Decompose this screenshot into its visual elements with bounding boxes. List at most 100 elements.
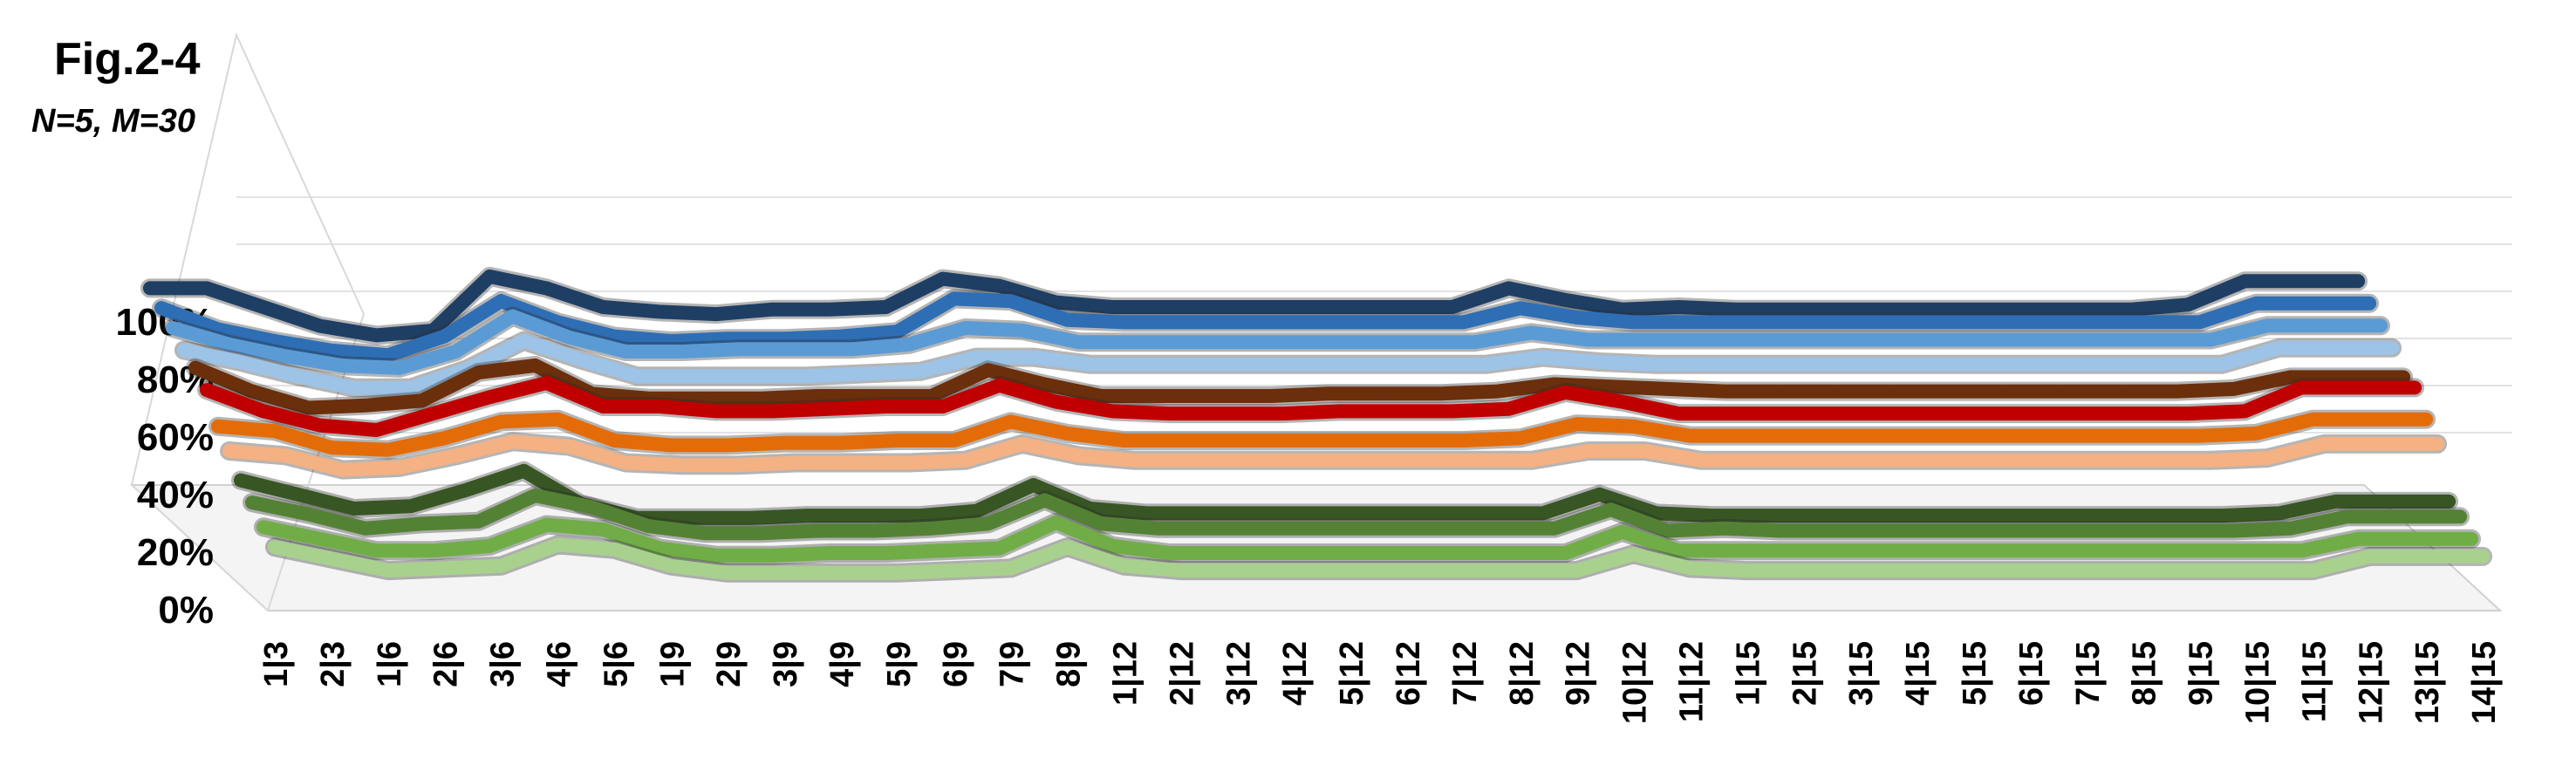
data-point xyxy=(1281,552,1284,554)
data-point xyxy=(1734,308,1737,311)
data-point xyxy=(375,429,378,431)
data-point xyxy=(1259,512,1261,515)
data-point xyxy=(1089,363,1091,366)
data-point xyxy=(274,546,276,549)
data-point xyxy=(2255,302,2258,304)
data-point xyxy=(2074,308,2076,311)
data-point xyxy=(1236,440,1239,441)
data-point xyxy=(1089,508,1091,509)
data-point xyxy=(941,277,944,280)
data-point xyxy=(2074,413,2076,415)
data-point xyxy=(1145,512,1148,515)
data-point xyxy=(375,550,378,552)
x-tick-label: 5|9 xyxy=(881,641,918,687)
data-point xyxy=(2040,338,2042,341)
x-tick-label: 8|9 xyxy=(1051,641,1088,687)
data-point xyxy=(2425,418,2428,420)
data-point xyxy=(2232,529,2235,532)
data-point xyxy=(466,368,468,371)
data-point xyxy=(1598,493,1601,495)
data-point xyxy=(2334,500,2337,502)
data-point xyxy=(1473,459,1476,461)
series-line-stroke xyxy=(256,515,2479,563)
data-point xyxy=(557,543,559,546)
data-point xyxy=(659,547,661,550)
data-point xyxy=(1451,552,1453,554)
data-point xyxy=(2221,363,2224,366)
data-point xyxy=(1802,570,1805,572)
data-point xyxy=(670,564,673,567)
x-tick-label: 1|6 xyxy=(372,641,408,687)
data-point xyxy=(873,395,876,397)
data-point xyxy=(206,389,208,392)
data-point xyxy=(568,445,571,447)
data-point xyxy=(2005,390,2008,393)
data-point xyxy=(1473,341,1476,344)
data-point xyxy=(318,424,321,427)
data-point xyxy=(1655,363,1657,366)
data-point xyxy=(1791,550,1794,552)
data-point xyxy=(284,454,287,457)
data-point xyxy=(2300,280,2303,283)
data-point xyxy=(1191,341,1193,344)
data-point xyxy=(715,313,717,316)
data-point xyxy=(1780,529,1782,532)
data-point xyxy=(1451,306,1453,308)
data-point xyxy=(2323,325,2326,327)
data-point xyxy=(534,364,536,366)
data-point xyxy=(2391,346,2394,349)
data-point xyxy=(2380,325,2382,327)
data-point xyxy=(1417,341,1419,344)
x-tick-label: 8|12 xyxy=(1504,641,1541,706)
data-point xyxy=(1836,390,1839,393)
x-tick-label: 2|12 xyxy=(1164,641,1200,706)
x-tick-label: 9|12 xyxy=(1561,641,1597,706)
data-point xyxy=(420,523,423,525)
data-point xyxy=(1994,363,1997,366)
data-point xyxy=(873,529,876,532)
data-point xyxy=(1937,363,1940,366)
data-point xyxy=(987,369,989,372)
data-point xyxy=(1961,550,1963,552)
data-point xyxy=(2244,280,2246,283)
data-point xyxy=(1814,459,1816,461)
data-point xyxy=(1405,440,1408,441)
data-point xyxy=(839,441,842,444)
data-point xyxy=(896,571,899,574)
data-point xyxy=(1315,512,1318,515)
data-point xyxy=(1677,306,1680,308)
data-point xyxy=(2244,410,2246,413)
data-point xyxy=(1021,442,1023,445)
data-point xyxy=(330,447,332,449)
data-point xyxy=(183,349,185,352)
data-point xyxy=(794,348,796,351)
data-point xyxy=(636,375,639,378)
data-point xyxy=(1746,434,1748,437)
data-point xyxy=(454,454,457,457)
data-point xyxy=(330,557,332,560)
data-point xyxy=(693,516,695,519)
data-point xyxy=(749,375,751,378)
data-point xyxy=(1632,425,1635,427)
data-point xyxy=(975,509,978,512)
series-line-stroke xyxy=(200,376,2422,437)
data-point xyxy=(2312,570,2314,572)
data-point xyxy=(930,395,933,397)
data-point xyxy=(625,461,627,464)
data-point xyxy=(1462,570,1465,572)
data-point xyxy=(2221,515,2224,517)
data-point xyxy=(1055,301,1057,304)
data-point xyxy=(1428,512,1431,515)
data-point xyxy=(228,343,230,345)
data-point xyxy=(2312,302,2314,304)
x-axis-categories: 1|3 2|3 1|6 2|6 3|6 4|6 5|6 1|9 2|9 3|9 4|9 5|9 6|9 7… xyxy=(258,641,2503,724)
data-point xyxy=(296,493,298,495)
data-point xyxy=(432,413,434,415)
data-point xyxy=(1757,459,1759,461)
data-point xyxy=(862,515,864,517)
data-point xyxy=(2312,418,2314,420)
data-point xyxy=(1507,287,1510,290)
data-point xyxy=(1111,544,1114,547)
data-point xyxy=(1111,306,1114,308)
series-line-stroke xyxy=(188,358,2411,415)
